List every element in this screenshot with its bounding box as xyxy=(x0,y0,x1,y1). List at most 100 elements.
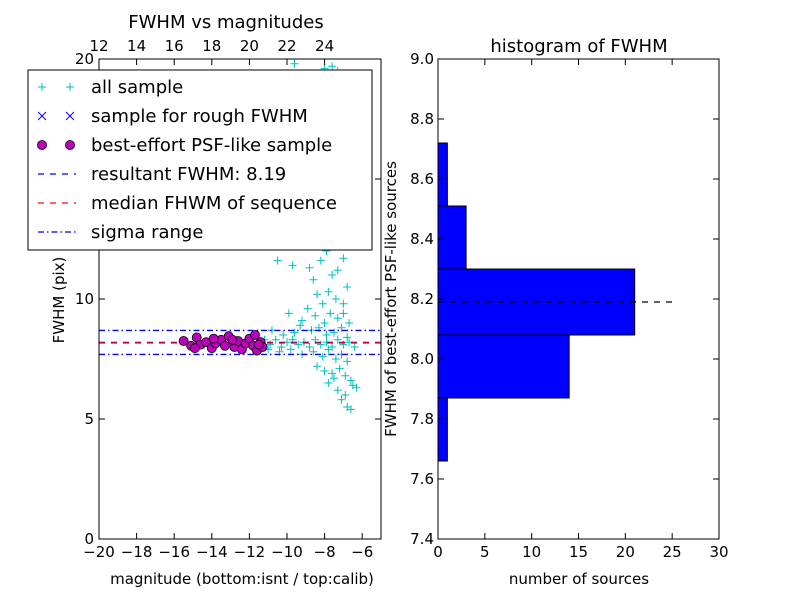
plus-marker xyxy=(337,395,346,404)
plus-marker xyxy=(341,391,350,399)
plus-marker xyxy=(333,335,342,344)
top-x-tick-label: 16 xyxy=(165,37,184,55)
right-axes: 0 5 10 15 20 25 30 7.4 7.6 7.8 8.0 8.2 8.4 8.6 8.8 9.0 xyxy=(410,50,728,561)
histogram-bar xyxy=(437,205,467,270)
plus-marker xyxy=(298,316,307,325)
plus-marker xyxy=(346,405,355,414)
y-tick-label: 20 xyxy=(75,50,94,68)
psf-like-sample-point xyxy=(208,333,219,344)
x-tick-label: −16 xyxy=(158,543,190,561)
plus-marker xyxy=(352,383,361,392)
x-tick-label: −20 xyxy=(83,543,115,561)
legend: all sample sample for rough FWHM best-effo… xyxy=(27,69,373,251)
left-x-axis-label: magnitude (bottom:isnt / top:calib) xyxy=(110,570,374,588)
plus-marker xyxy=(343,357,352,366)
legend-entry: sample for rough FWHM xyxy=(37,106,308,127)
all-sample-point xyxy=(337,323,346,332)
legend-entry: all sample xyxy=(38,77,183,98)
legend-label: median FHWM of sequence xyxy=(91,193,337,214)
plus-marker xyxy=(328,369,337,378)
plus-marker xyxy=(320,319,329,327)
all-sample-point xyxy=(290,328,299,337)
left-plot-marks xyxy=(99,59,381,414)
plus-marker xyxy=(324,379,333,387)
all-sample-point xyxy=(335,364,344,373)
all-sample-point xyxy=(318,299,327,308)
plus-marker xyxy=(333,266,342,275)
plus-marker xyxy=(339,254,348,263)
plus-marker xyxy=(320,367,329,375)
legend-label: best-effort PSF-like sample xyxy=(91,135,332,156)
x-tick-label: 5 xyxy=(480,543,490,561)
plus-marker xyxy=(346,376,355,385)
legend-plus-marker xyxy=(38,83,46,91)
plus-marker xyxy=(322,331,331,339)
all-sample-point xyxy=(273,256,282,265)
plus-marker xyxy=(331,295,340,303)
all-sample-point xyxy=(313,290,322,299)
plus-marker xyxy=(339,309,348,318)
legend-entry: resultant FWHM: 8.19 xyxy=(38,164,286,185)
legend-entry: best-effort PSF-like sample xyxy=(37,135,332,156)
psf-like-sample-point xyxy=(220,340,230,351)
plus-marker xyxy=(313,362,322,371)
plus-marker xyxy=(313,290,322,299)
psf-like-sample-point xyxy=(178,336,189,346)
top-x-tick-label: 24 xyxy=(315,37,334,55)
all-sample-point xyxy=(324,379,333,387)
plus-marker xyxy=(271,335,280,344)
plus-marker xyxy=(309,347,318,356)
top-x-tick-label: 22 xyxy=(277,37,296,55)
x-tick-label: 10 xyxy=(522,543,541,561)
plus-marker xyxy=(343,333,352,342)
all-sample-point xyxy=(320,367,329,375)
y-tick-label: 8.2 xyxy=(410,290,434,308)
all-sample-point xyxy=(346,405,355,414)
plus-marker xyxy=(339,299,348,308)
y-tick-label: 8.0 xyxy=(410,350,434,368)
plus-marker xyxy=(331,355,340,363)
legend-plus-marker xyxy=(66,83,74,91)
histogram-marks xyxy=(437,142,677,462)
all-sample-point xyxy=(279,331,288,339)
legend-circle-marker xyxy=(37,140,47,150)
all-sample-point xyxy=(303,304,312,313)
right-y-axis-label: FWHM of best-effort PSF-like sources xyxy=(382,161,400,437)
x-tick-label: −14 xyxy=(196,543,228,561)
plus-marker xyxy=(311,311,320,320)
y-tick-label: 5 xyxy=(84,410,94,428)
x-tick-label: 15 xyxy=(569,543,588,561)
all-sample-point xyxy=(309,347,318,356)
y-tick-label: 7.8 xyxy=(410,410,434,428)
all-sample-point xyxy=(350,343,359,351)
all-sample-point xyxy=(328,369,337,378)
x-tick-label: −18 xyxy=(121,543,153,561)
y-tick-label: 8.8 xyxy=(410,110,434,128)
plus-marker xyxy=(350,343,359,351)
top-x-tick-label: 12 xyxy=(89,37,108,55)
plus-marker xyxy=(318,352,327,361)
plus-marker xyxy=(324,287,333,296)
plus-marker xyxy=(341,371,350,380)
x-tick-label: −8 xyxy=(314,543,336,561)
all-sample-point xyxy=(333,314,342,323)
all-sample-point xyxy=(311,311,320,320)
x-tick-label: 25 xyxy=(663,543,682,561)
plus-marker xyxy=(305,263,314,272)
all-sample-point xyxy=(326,309,335,318)
plus-marker xyxy=(335,364,344,373)
histogram-bar xyxy=(437,334,570,399)
plus-marker xyxy=(330,374,338,383)
plus-marker xyxy=(333,386,342,395)
plus-marker xyxy=(294,340,303,349)
plus-marker xyxy=(328,271,337,279)
all-sample-point xyxy=(343,333,352,342)
x-tick-label: 0 xyxy=(433,543,443,561)
all-sample-point xyxy=(271,335,280,344)
plus-marker xyxy=(328,62,337,71)
x-tick-label: −12 xyxy=(234,543,266,561)
plus-marker xyxy=(290,59,299,68)
psf-like-sample-point xyxy=(250,330,260,340)
legend-entry: sigma range xyxy=(38,222,203,243)
plus-marker xyxy=(303,304,312,313)
